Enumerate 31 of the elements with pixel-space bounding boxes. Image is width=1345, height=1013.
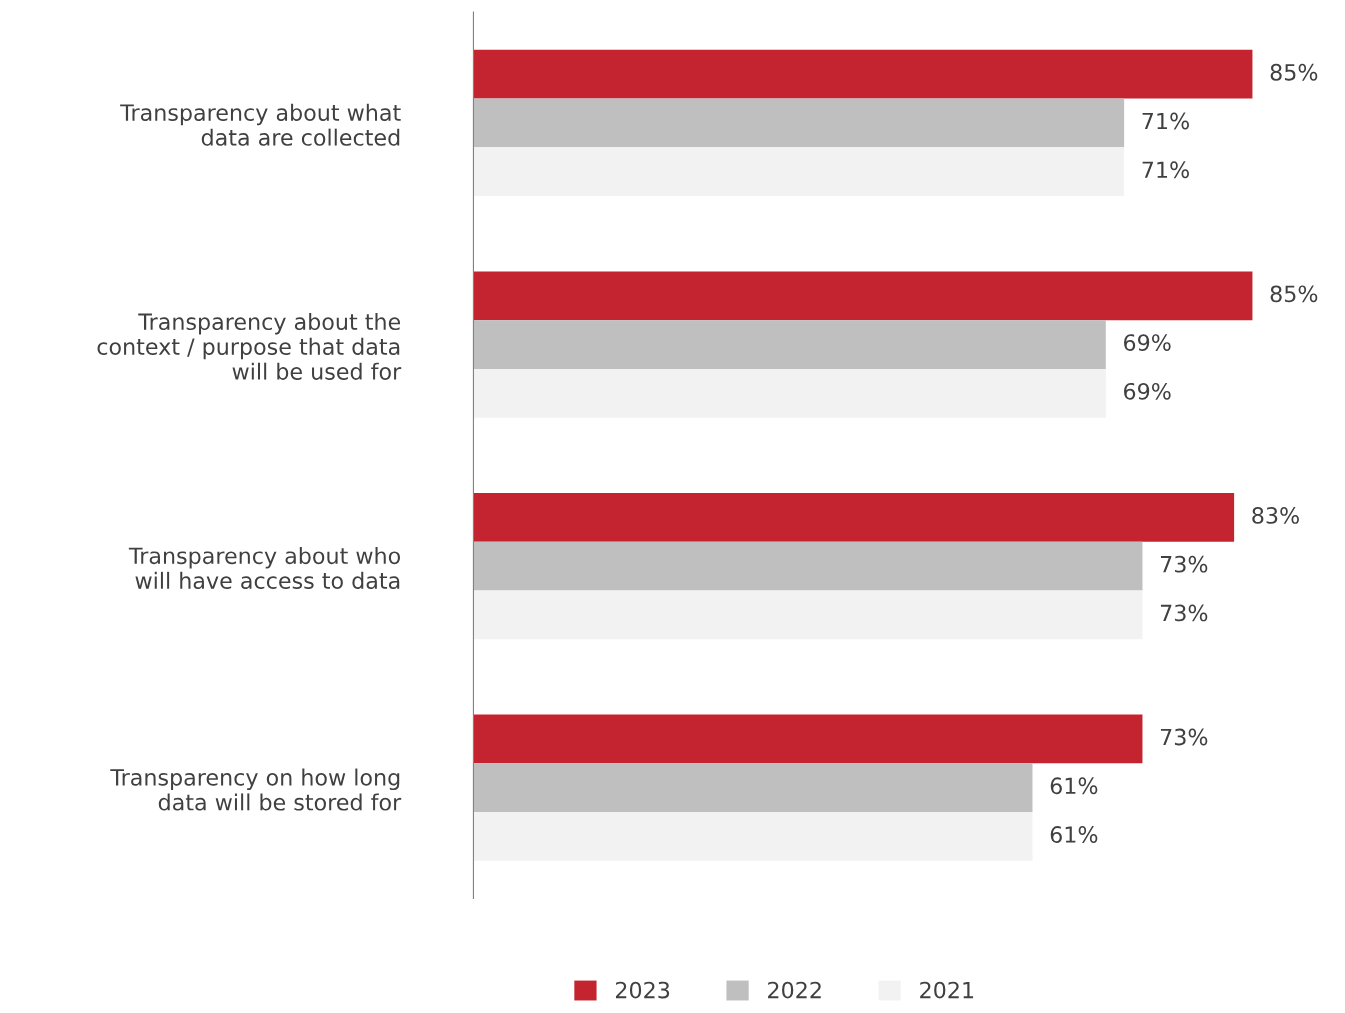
- data-label: 69%: [1124, 334, 1171, 351]
- data-label: 73%: [1160, 555, 1208, 573]
- bar: [473, 368, 1106, 418]
- y-tick-label: Transparency on how long data will be stored for: [110, 768, 402, 811]
- data-label: 71%: [1142, 161, 1189, 179]
- bar: [473, 493, 1235, 542]
- y-tick-label: Transparency about who will have access to data: [128, 546, 401, 590]
- bar: [473, 763, 1033, 813]
- bar: [473, 590, 1143, 640]
- bar: [473, 320, 1106, 369]
- legend-label: 2023: [615, 981, 670, 999]
- bar: [473, 49, 1253, 99]
- data-label: 85%: [1270, 285, 1318, 303]
- data-label: 69%: [1124, 382, 1171, 400]
- data-label: 73%: [1160, 604, 1208, 622]
- bar: [473, 147, 1125, 197]
- bar: [473, 541, 1143, 591]
- bar: [473, 98, 1125, 148]
- data-label: 61%: [1050, 777, 1098, 795]
- data-label: 85%: [1270, 63, 1318, 81]
- bar: [473, 271, 1253, 321]
- data-label: 71%: [1142, 112, 1189, 130]
- bar: [473, 714, 1143, 764]
- y-tick-label: Transparency about the context / purpose that data will be used for: [97, 312, 402, 380]
- data-label: 61%: [1050, 826, 1098, 843]
- data-label: 83%: [1252, 507, 1299, 524]
- bar: [473, 812, 1033, 861]
- legend-label: 2021: [920, 981, 974, 999]
- data-label: 73%: [1160, 728, 1208, 746]
- y-tick-label: Transparency about what data are collected: [120, 103, 401, 146]
- legend-label: 2022: [768, 981, 821, 999]
